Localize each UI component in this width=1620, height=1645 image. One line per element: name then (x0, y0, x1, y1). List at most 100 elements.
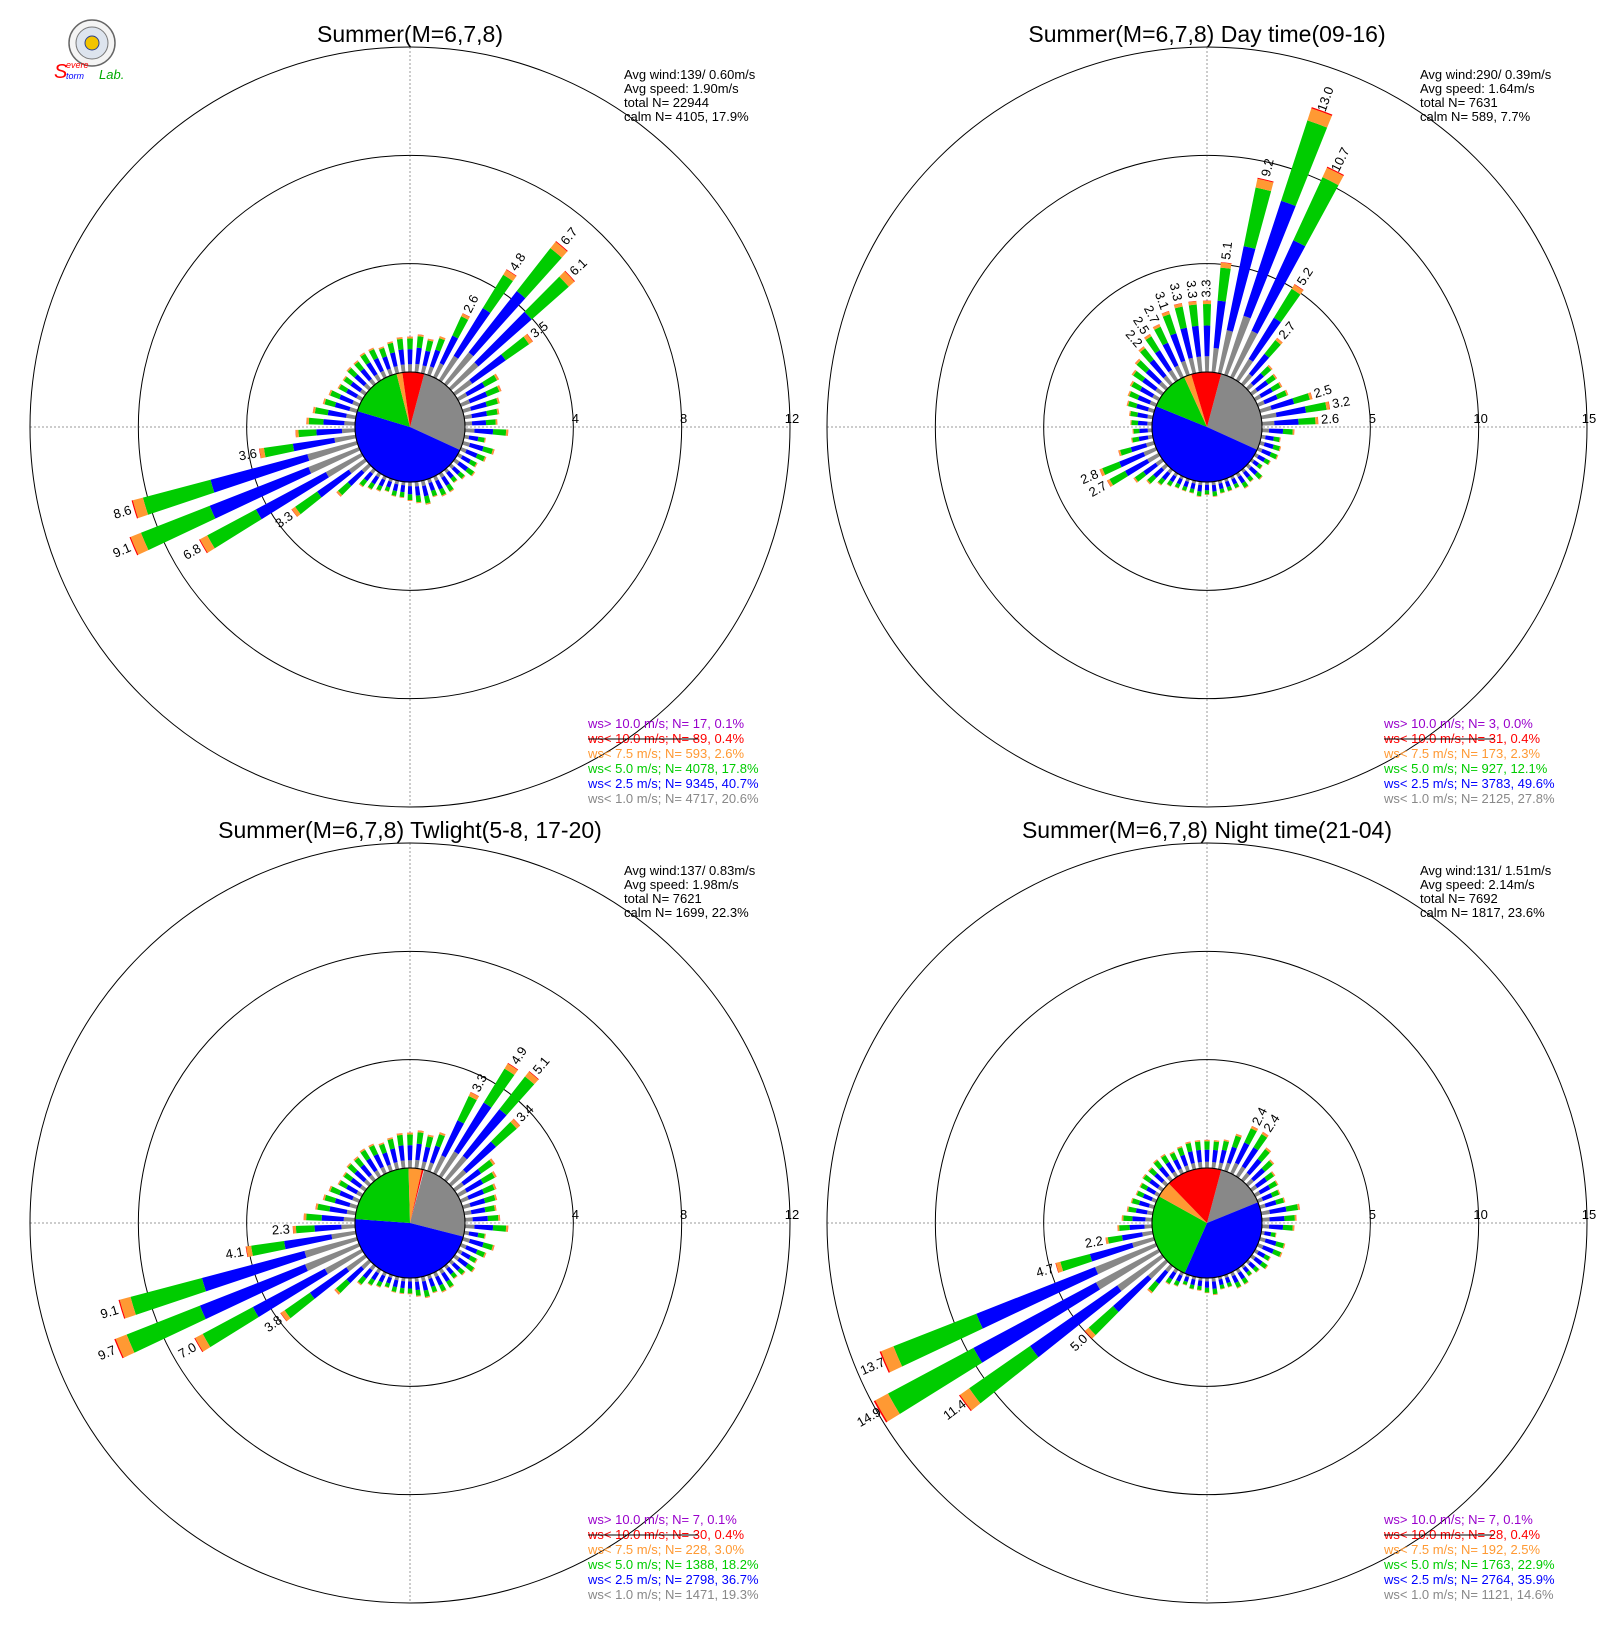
logo-lab: Lab. (99, 67, 124, 82)
bar-segment (462, 407, 471, 413)
calm-pie (1152, 1168, 1262, 1278)
bar-segment (427, 366, 434, 376)
bar-segment (1177, 1147, 1184, 1156)
bar-segment (1142, 1231, 1153, 1237)
bar-segment (1186, 1143, 1193, 1152)
bar-segment (1204, 1141, 1209, 1149)
ring-tick-label: 8 (680, 1207, 687, 1222)
direction-bar (1218, 1276, 1225, 1290)
bar-segment (1262, 428, 1269, 432)
direction-bar (397, 1133, 406, 1169)
bar-segment (426, 1136, 434, 1148)
bar-segment (388, 1139, 395, 1150)
bar-segment (350, 382, 362, 392)
bar-segment (471, 411, 487, 418)
ring-tick-label: 15 (1582, 411, 1596, 426)
bar-segment (1197, 1286, 1202, 1290)
bar-segment (421, 1162, 427, 1170)
bar-segment (392, 1286, 398, 1292)
direction-bar (1131, 435, 1153, 443)
bar-segment (1128, 401, 1138, 408)
legend-entry: ws< 7.5 m/s; N= 173, 2.3% (1383, 746, 1541, 761)
direction-bar (1218, 480, 1225, 494)
bar-segment (474, 429, 493, 435)
bar-segment (421, 366, 427, 374)
bar-segment (347, 1210, 357, 1215)
bar-segment (470, 1198, 486, 1207)
bar-segment (1139, 1201, 1150, 1208)
bar-segment (1269, 1207, 1286, 1215)
bar-segment (465, 1224, 475, 1228)
direction-bar (1224, 1134, 1242, 1172)
bar-segment (482, 1242, 493, 1250)
direction-bar (1195, 1140, 1203, 1169)
bar-segment (464, 1210, 472, 1215)
legend-entry: ws< 1.0 m/s; N= 2125, 27.8% (1383, 791, 1555, 806)
bar-segment (1197, 485, 1202, 492)
bar-segment (1205, 490, 1209, 494)
bar-value-label: 3.2 (1331, 393, 1351, 411)
bar-segment (469, 436, 479, 442)
direction-bar (1212, 1140, 1220, 1169)
bar-value-label: 7.0 (176, 1339, 199, 1361)
bar-segment (1283, 429, 1293, 435)
bar-segment (1203, 301, 1211, 304)
bar-segment (1138, 421, 1148, 426)
bar-value-label: 13.0 (1314, 85, 1337, 114)
bar-segment (400, 1288, 405, 1293)
bar-value-label: 2.6 (1321, 411, 1340, 427)
bar-segment (428, 1278, 435, 1287)
bar-segment (1108, 1235, 1123, 1243)
bar-segment (408, 1278, 412, 1282)
legend-entry: ws< 7.5 m/s; N= 228, 3.0% (587, 1542, 745, 1557)
bar-segment (407, 1135, 413, 1146)
bar-segment (1136, 1208, 1148, 1214)
legend-entry: ws< 5.0 m/s; N= 4078, 17.8% (587, 761, 759, 776)
direction-bar (1183, 1274, 1190, 1286)
bar-segment (350, 1178, 362, 1188)
bar-segment (1264, 1231, 1271, 1236)
ring-tick-label: 8 (680, 411, 687, 426)
bar-segment (506, 430, 508, 436)
bar-segment (408, 1160, 412, 1168)
bar-segment (1284, 1215, 1295, 1221)
bar-segment (1205, 494, 1209, 495)
stat-calm: calm N= 1699, 22.3% (624, 905, 749, 920)
bar-segment (1230, 1163, 1239, 1175)
bar-segment (1286, 1204, 1299, 1212)
bar-segment (1198, 1162, 1203, 1169)
stat-avg-speed: Avg speed: 2.14m/s (1420, 877, 1535, 892)
bar-segment (393, 1280, 399, 1288)
bar-segment (379, 348, 387, 358)
bar-value-label: 3.6 (238, 446, 258, 464)
bar-segment (486, 409, 497, 416)
bar-segment (482, 1184, 495, 1194)
bar-segment (1212, 1281, 1217, 1289)
bar-segment (1166, 1162, 1176, 1174)
bar-value-label: 5.1 (530, 1053, 553, 1076)
bar-segment (1269, 1225, 1283, 1230)
direction-bar (408, 1278, 413, 1294)
bar-segment (1130, 1225, 1145, 1230)
ring-tick-label: 5 (1369, 411, 1376, 426)
ring-tick-label: 5 (1369, 1207, 1376, 1222)
calm-pie (1152, 372, 1262, 482)
bar-segment (1205, 1162, 1209, 1168)
ring-tick-label: 10 (1473, 1207, 1487, 1222)
panel-title: Summer(M=6,7,8) Night time(21-04) (1022, 817, 1392, 843)
direction-bar (1129, 411, 1153, 419)
bar-segment (1262, 1245, 1274, 1253)
direction-bar (1262, 1215, 1297, 1222)
bar-segment (407, 337, 413, 339)
bar-segment (392, 490, 398, 496)
bar-segment (344, 421, 355, 426)
bar-segment (1190, 483, 1195, 489)
bar-value-label: 2.2 (1084, 1233, 1104, 1251)
bar-segment (1262, 1224, 1269, 1228)
bar-segment (1265, 1200, 1277, 1207)
bar-value-label: 10.7 (1328, 145, 1353, 174)
bar-segment (1138, 395, 1152, 404)
